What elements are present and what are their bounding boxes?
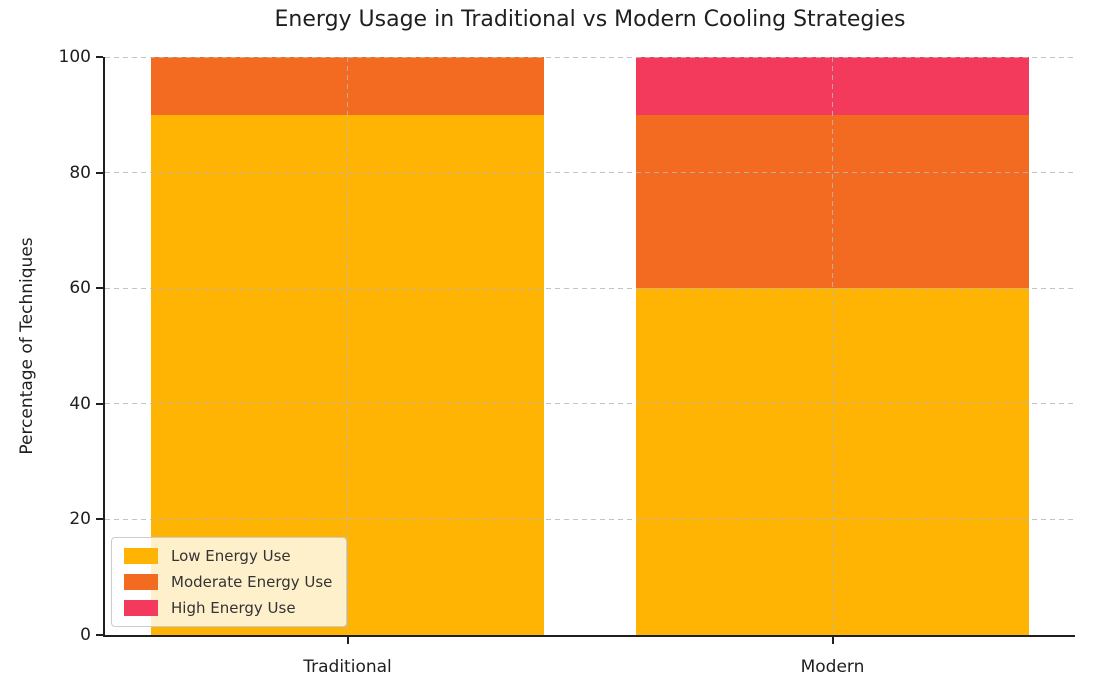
gridline-x-traditional bbox=[347, 57, 348, 635]
y-tick-label-100: 100 bbox=[58, 47, 91, 67]
y-tick-80 bbox=[96, 171, 103, 174]
y-axis-label: Percentage of Techniques bbox=[17, 237, 37, 455]
x-tick-label-modern: Modern bbox=[800, 657, 865, 677]
gridline-y-20 bbox=[105, 518, 1075, 520]
gridline-y-100 bbox=[105, 56, 1075, 58]
y-tick-0 bbox=[96, 634, 103, 636]
legend-row-moderate-energy-use: Moderate Energy Use bbox=[124, 573, 332, 591]
legend-row-low-energy-use: Low Energy Use bbox=[124, 547, 332, 565]
gridline-y-60 bbox=[105, 287, 1075, 289]
y-tick-100 bbox=[96, 56, 103, 58]
y-tick-label-20: 20 bbox=[69, 509, 91, 530]
y-tick-label-0: 0 bbox=[80, 625, 91, 645]
y-tick-40 bbox=[96, 402, 103, 405]
legend-swatch-low-energy-use bbox=[124, 548, 158, 564]
legend-swatch-high-energy-use bbox=[124, 600, 158, 616]
y-tick-label-40: 40 bbox=[69, 393, 91, 414]
y-tick-label-60: 60 bbox=[69, 278, 91, 299]
chart-title: Energy Usage in Traditional vs Modern Co… bbox=[274, 7, 906, 32]
plot-area: Low Energy Use Moderate Energy Use High En… bbox=[59, 47, 1075, 677]
legend-label-low-energy-use: Low Energy Use bbox=[171, 547, 291, 565]
gridline-x-modern bbox=[832, 57, 833, 635]
legend: Low Energy Use Moderate Energy Use High En… bbox=[111, 537, 348, 627]
legend-swatch-moderate-energy-use bbox=[124, 574, 158, 590]
legend-label-moderate-energy-use: Moderate Energy Use bbox=[171, 573, 333, 591]
legend-row-high-energy-use: High Energy Use bbox=[124, 599, 332, 617]
gridline-y-40 bbox=[105, 403, 1075, 405]
x-tick-traditional bbox=[346, 637, 349, 644]
x-tick-label-traditional: Traditional bbox=[303, 657, 392, 677]
x-axis-spine bbox=[103, 635, 1075, 637]
x-tick-modern bbox=[831, 637, 834, 644]
y-tick-20 bbox=[96, 518, 103, 521]
y-tick-60 bbox=[96, 287, 103, 290]
legend-label-high-energy-use: High Energy Use bbox=[171, 599, 296, 617]
y-tick-label-80: 80 bbox=[69, 162, 91, 183]
y-axis-spine bbox=[103, 57, 105, 635]
gridline-y-80 bbox=[105, 172, 1075, 174]
